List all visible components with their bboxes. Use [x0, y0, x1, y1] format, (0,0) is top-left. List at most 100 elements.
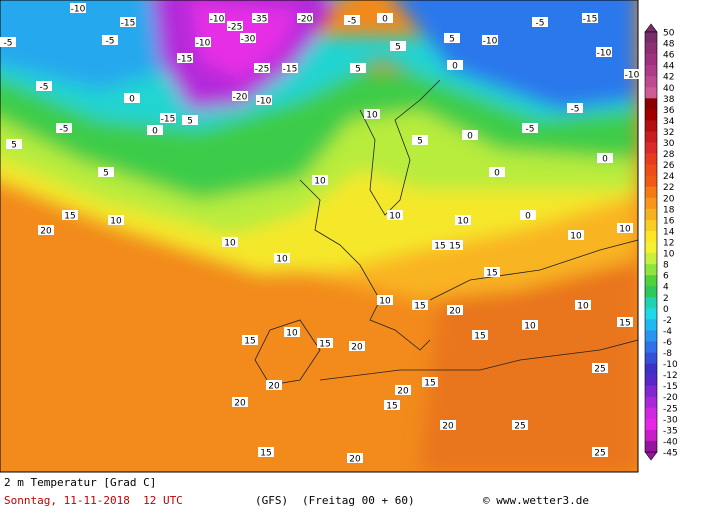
isotherm-label: 10	[387, 210, 403, 222]
colorbar-label: 16	[663, 216, 675, 226]
colorbar-bin	[645, 87, 657, 99]
label-box	[120, 17, 136, 27]
label-box	[596, 47, 612, 57]
colorbar-label: 8	[663, 261, 669, 271]
label-box	[377, 13, 393, 23]
isotherm-value: 10	[314, 177, 326, 187]
colorbar-label: 24	[663, 172, 675, 182]
colorbar-bin	[645, 76, 657, 88]
colorbar-bin	[645, 242, 657, 254]
isotherm-value: 10	[379, 297, 391, 307]
isotherm-label: 15	[258, 447, 274, 459]
isotherm-value: 5	[395, 43, 401, 53]
colorbar-bin	[645, 54, 657, 66]
label-box	[62, 210, 78, 220]
isotherm-value: 20	[268, 382, 280, 392]
label-box	[440, 420, 456, 430]
isotherm-value: -10	[257, 97, 272, 107]
isotherm-label: 0	[489, 167, 505, 179]
colorbar-bin	[645, 208, 657, 221]
isotherm-label: -5	[567, 103, 583, 115]
label-box	[240, 33, 256, 43]
colorbar-label: 48	[663, 40, 675, 50]
isotherm-label: -5	[344, 15, 360, 27]
isotherm-value: 0	[129, 95, 135, 105]
label-box	[254, 63, 270, 73]
label-box	[582, 13, 598, 23]
label-box	[522, 320, 538, 330]
label-box	[38, 225, 54, 235]
colorbar-bin	[645, 219, 657, 232]
isotherm-value: 10	[110, 217, 122, 227]
label-box	[232, 91, 248, 101]
colorbar-label: 50	[663, 29, 675, 39]
label-box	[160, 113, 176, 123]
isotherm-label: 10	[284, 327, 300, 339]
isotherm-value: 15	[244, 337, 255, 347]
colorbar-label: 46	[663, 51, 675, 61]
label-box	[472, 330, 488, 340]
isotherm-value: 0	[467, 132, 473, 142]
colorbar-label: -4	[663, 327, 672, 337]
colorbar-bin	[645, 153, 657, 165]
colorbar-label: 42	[663, 73, 674, 83]
colorbar-bin	[645, 418, 657, 431]
isotherm-value: 20	[40, 227, 52, 237]
variable-label: 2 m Temperatur [Grad C]	[4, 476, 156, 489]
isotherm-value: 15	[449, 242, 460, 252]
isotherm-label: 10	[575, 300, 591, 312]
isotherm-label: 10	[568, 230, 584, 242]
colorbar-label: 36	[663, 106, 675, 116]
colorbar-label: 30	[663, 139, 675, 149]
label-box	[36, 81, 52, 91]
colorbar-label: -45	[663, 449, 678, 459]
isotherm-label: 25	[512, 420, 528, 432]
label-box	[395, 385, 411, 395]
isotherm-label: 20	[447, 305, 463, 317]
label-box	[124, 93, 140, 103]
isotherm-label: 15	[384, 400, 400, 412]
colorbar-bin	[645, 109, 657, 121]
isotherm-value: 15	[486, 269, 497, 279]
isotherm-label: 5	[350, 63, 366, 75]
isotherm-label: 10	[455, 215, 471, 227]
colorbar-bin	[645, 407, 657, 420]
isotherm-value: 20	[351, 343, 363, 353]
label-box	[347, 453, 363, 463]
isotherm-label: -15	[582, 13, 598, 25]
label-box	[258, 447, 274, 457]
colorbar-bin	[645, 230, 657, 243]
isotherm-label: -30	[240, 33, 256, 45]
label-box	[575, 300, 591, 310]
isotherm-value: -10	[483, 37, 498, 47]
isotherm-label: -5	[56, 123, 72, 135]
colorbar-cap-bottom	[644, 451, 658, 461]
colorbar-frame	[644, 31, 658, 453]
label-box	[195, 37, 211, 47]
colorbar-bin	[645, 43, 657, 55]
isotherm-value: 15	[260, 449, 271, 459]
isotherm-value: -15	[583, 15, 598, 25]
isotherm-value: 25	[594, 365, 605, 375]
isotherm-label: -15	[282, 63, 298, 75]
label-box	[147, 125, 163, 135]
colorbar-bin	[645, 341, 657, 353]
isotherm-label: -15	[120, 17, 136, 29]
isotherm-value: -10	[625, 71, 640, 81]
isotherm-label: 20	[440, 420, 456, 432]
label-box	[232, 397, 248, 407]
isotherm-value: 0	[452, 62, 458, 72]
colorbar-bin	[645, 396, 657, 409]
isotherm-label: -10	[70, 3, 86, 15]
isotherm-value: 0	[382, 15, 388, 25]
colorbar-bin	[645, 330, 657, 342]
label-box	[462, 130, 478, 140]
date-label: Sonntag, 11-11-2018 12 UTC	[4, 494, 183, 507]
colorbar-bin	[645, 175, 657, 188]
isotherm-label: -5	[0, 37, 16, 49]
label-box	[592, 447, 608, 457]
isotherm-value: 5	[187, 117, 193, 127]
map	[0, 0, 638, 472]
isotherm-value: 25	[514, 422, 525, 432]
colorbar-label: -8	[663, 349, 672, 359]
